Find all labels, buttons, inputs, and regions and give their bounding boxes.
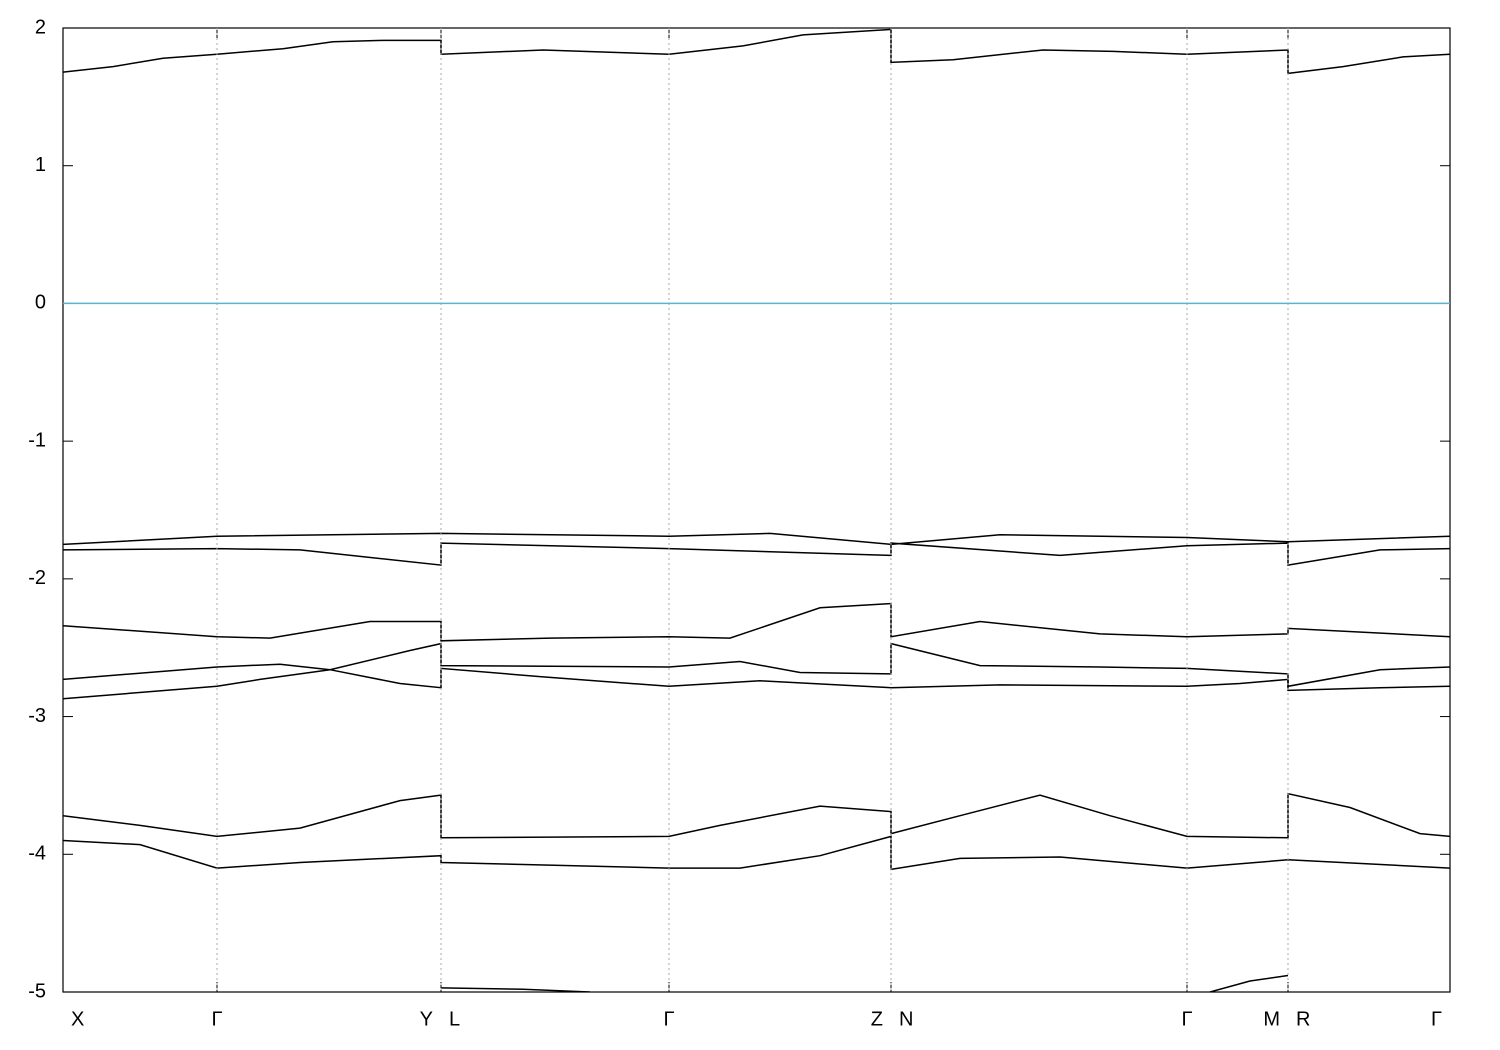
y-tick-label: 2 [35,16,46,38]
x-tick-label: Z [871,1008,883,1030]
y-tick-label: -5 [28,980,46,1002]
band-line [63,792,1450,839]
band-line [63,602,1450,642]
y-tick-label: 1 [35,154,46,176]
x-tick-label: Γ [1181,1008,1192,1030]
x-tick-label: R [1296,1008,1310,1030]
x-tick-label: X [71,1008,84,1030]
x-tick-label: N [899,1008,913,1030]
x-tick-label: Y [420,1008,433,1030]
band-line [63,542,1450,566]
band-line [63,532,1450,546]
y-tick-label: -1 [28,429,46,451]
y-tick-label: -3 [28,705,46,727]
x-tick-label: L [449,1008,460,1030]
x-tick-label: Γ [1431,1008,1442,1030]
frame [62,27,1451,993]
band-line [63,28,1450,75]
plot-area [63,28,1450,992]
x-tick-label: Γ [211,1008,222,1030]
y-tick-label: -4 [28,843,46,865]
band-line [63,835,1450,871]
band-line [63,667,1450,700]
band-line [440,974,1289,992]
x-tick-label: M [1263,1008,1280,1030]
y-tick-label: -2 [28,567,46,589]
band-line [63,642,1450,688]
y-tick-label: 0 [35,292,46,314]
x-tick-label: Γ [663,1008,674,1030]
